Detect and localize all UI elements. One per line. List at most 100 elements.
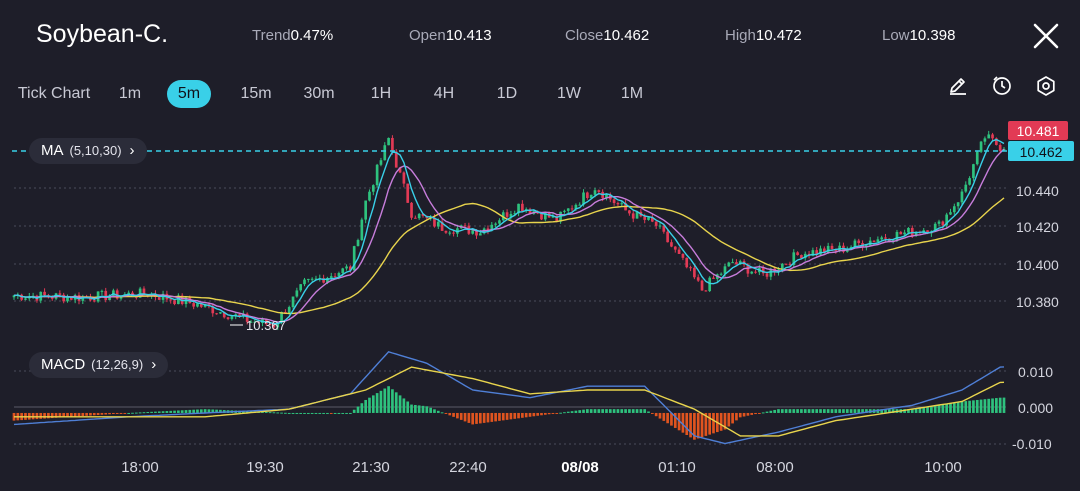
macd-bar (211, 409, 215, 413)
indicator-lines (13, 138, 1005, 445)
candle-body (586, 192, 589, 198)
low-marker: 10.367 (230, 318, 286, 333)
ma-indicator-pill[interactable]: MA (5,10,30) › (29, 138, 147, 164)
candle-body (272, 324, 276, 328)
macd-bar (245, 411, 249, 413)
macd-bar (81, 412, 85, 417)
macd-bar (563, 412, 566, 414)
macd-bar (792, 409, 796, 413)
candle-body (914, 231, 918, 237)
macd-bar (819, 409, 822, 413)
close-icon[interactable] (1032, 22, 1060, 50)
ma-label: MA (41, 142, 64, 159)
candle-body (387, 137, 390, 146)
candle-body (631, 213, 635, 219)
candle-body (444, 230, 448, 233)
macd-bar (933, 405, 937, 413)
candle-body (494, 223, 497, 225)
macd-bar (459, 412, 463, 420)
stat-value: 10.413 (445, 27, 492, 44)
macd-bar (597, 409, 601, 413)
macd-bar (356, 406, 360, 413)
macd-bar (628, 409, 631, 413)
tab-5m[interactable]: 5m (167, 80, 211, 108)
candle-body (765, 273, 769, 277)
candle-body (780, 263, 784, 270)
price-tick: 10.440 (1016, 183, 1059, 199)
macd-bar (89, 412, 92, 416)
candle-body (448, 232, 452, 234)
time-tick: 08:00 (756, 459, 794, 476)
macd-bar (922, 407, 926, 413)
stat-close: Close10.462 (565, 27, 649, 44)
macd-bar (177, 410, 180, 413)
tab-1w[interactable]: 1W (557, 85, 581, 102)
candle-body (127, 292, 131, 295)
candle-body (589, 194, 593, 198)
candle-body (563, 210, 566, 212)
macd-bar (54, 412, 58, 418)
timer-icon[interactable] (990, 74, 1014, 98)
macd-bar (471, 412, 475, 425)
candle-body (379, 160, 383, 165)
macd-dea-line (14, 366, 1005, 437)
macd-bar (551, 412, 555, 414)
tab-30m[interactable]: 30m (303, 85, 335, 102)
draw-icon[interactable] (946, 74, 970, 98)
macd-bar (891, 409, 895, 413)
macd-bar (910, 409, 914, 413)
macd-bar (326, 412, 329, 414)
tab-15m[interactable]: 15m (240, 85, 272, 102)
macd-bar (666, 412, 669, 424)
candle-body (574, 204, 578, 210)
candle-body (949, 212, 952, 215)
macd-bar (284, 412, 287, 414)
candle-body (100, 290, 104, 292)
candle-body (800, 255, 803, 259)
candle-body (975, 151, 979, 165)
candle-body (417, 213, 421, 219)
candle-body (995, 138, 998, 145)
candle-body (727, 262, 731, 267)
tab-tick-chart[interactable]: Tick Chart (17, 85, 91, 102)
candle-body (471, 230, 475, 234)
macd-bar (1002, 397, 1006, 413)
candle-body (368, 191, 371, 201)
tab-4h[interactable]: 4H (433, 85, 455, 102)
tab-1m[interactable]: 1m (118, 85, 142, 102)
macd-bar (842, 409, 845, 413)
tab-1h[interactable]: 1H (370, 85, 392, 102)
candle-body (677, 249, 681, 254)
tab-1d[interactable]: 1D (496, 85, 518, 102)
candle-body (199, 303, 203, 307)
candle-body (177, 295, 180, 305)
macd-bar (349, 412, 352, 414)
candle-body (540, 213, 543, 220)
macd-bar (612, 409, 616, 413)
macd-bar (884, 409, 887, 413)
macd-bar (299, 412, 303, 414)
candle-body (857, 240, 861, 244)
candle-body (180, 295, 184, 305)
candle-body (287, 307, 291, 314)
tab-1mo[interactable]: 1M (620, 85, 644, 102)
macd-bar (658, 412, 662, 419)
macd-bar (528, 412, 532, 417)
stat-value: 10.462 (603, 27, 650, 44)
candle-body (853, 240, 857, 247)
macd-indicator-pill[interactable]: MACD (12,26,9) › (29, 352, 169, 378)
stat-open: Open10.413 (409, 27, 492, 44)
candle-body (303, 279, 306, 285)
candle-body (517, 203, 520, 214)
candle-body (761, 268, 765, 274)
candle-body (704, 290, 708, 292)
settings-icon[interactable] (1034, 74, 1058, 98)
macd-bar (375, 393, 379, 413)
macd-bar (746, 412, 750, 416)
macd-bar (490, 412, 494, 422)
macd-bar (983, 399, 987, 413)
candle-body (972, 164, 975, 179)
macd-bar (108, 412, 111, 415)
candle-body (987, 134, 991, 139)
